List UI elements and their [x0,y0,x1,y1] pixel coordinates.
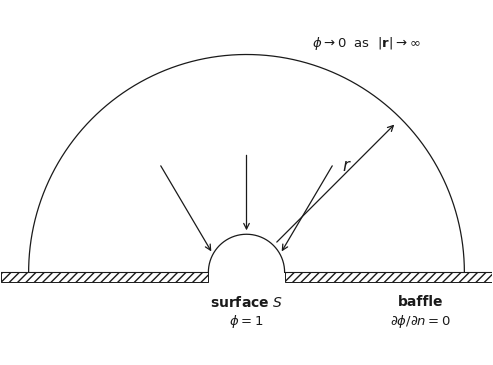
Text: $\phi \rightarrow 0$  as  $|\mathbf{r}| \rightarrow \infty$: $\phi \rightarrow 0$ as $|\mathbf{r}| \r… [312,35,421,52]
Text: $r$: $r$ [343,157,352,175]
Bar [284,272,492,282]
Text: baffle: baffle [398,295,444,309]
Bar [1,272,209,282]
Text: $\phi=1$: $\phi=1$ [229,313,264,330]
Text: surface $S$: surface $S$ [210,295,283,310]
Text: $\partial\phi/\partial n=0$: $\partial\phi/\partial n=0$ [390,313,451,330]
